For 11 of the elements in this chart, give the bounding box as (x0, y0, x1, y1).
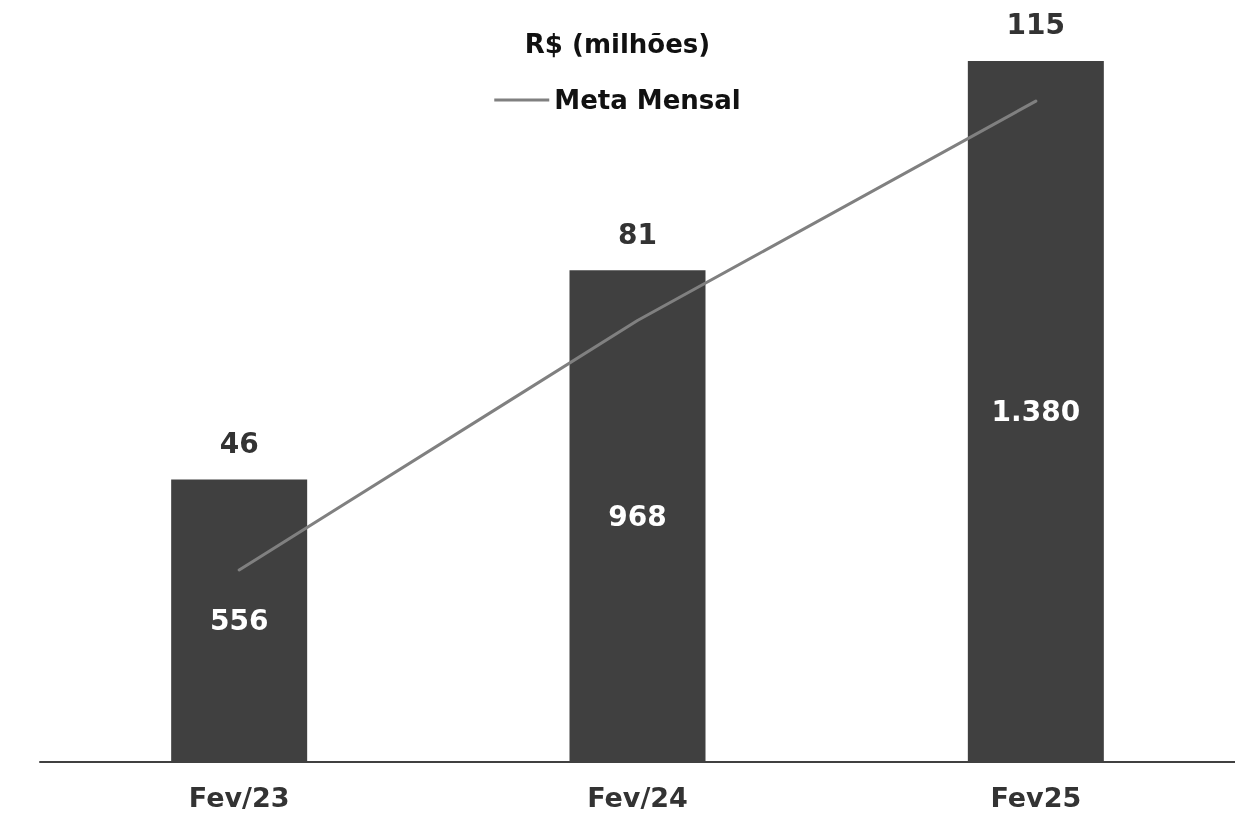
data-label: 1.380 (991, 394, 1081, 428)
chart-title: R$ (milhões) (524, 29, 711, 59)
x-tick-label: Fev25 (990, 782, 1082, 813)
x-tick-label: Fev/24 (587, 782, 688, 813)
data-label: 556 (209, 604, 269, 638)
annotation: 81 (618, 217, 657, 251)
annotation: 46 (219, 427, 259, 461)
data-label: 968 (608, 499, 667, 533)
legend-label: Meta Mensal (554, 85, 741, 115)
annotation: 115 (1006, 8, 1066, 42)
x-tick-label: Fev/23 (188, 782, 290, 813)
